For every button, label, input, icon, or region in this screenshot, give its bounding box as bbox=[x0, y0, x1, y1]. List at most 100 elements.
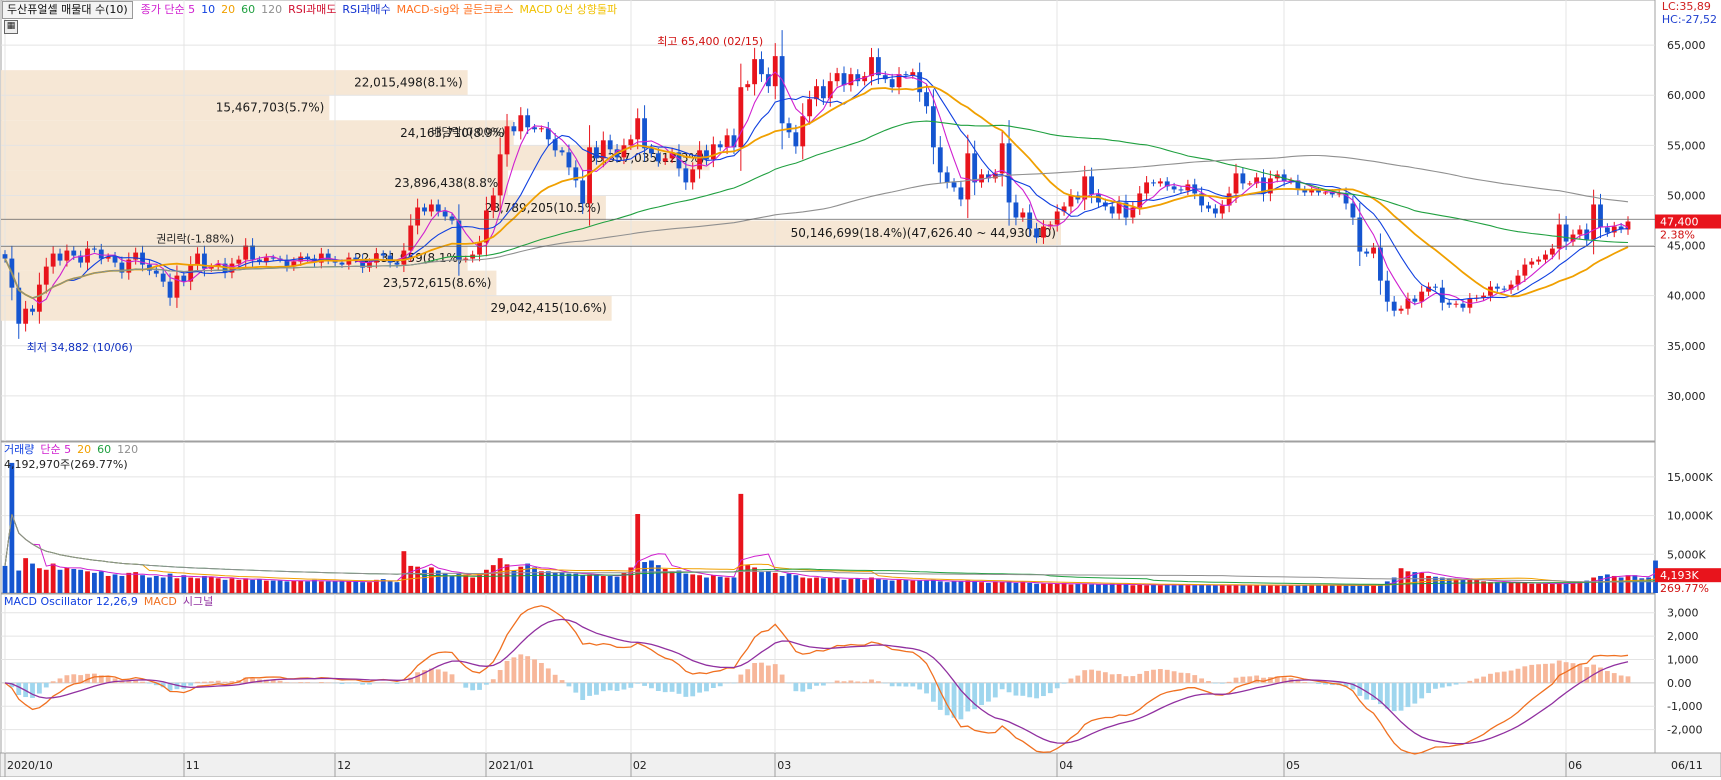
volume-ma60[interactable]: 60 bbox=[97, 442, 111, 458]
volume-bar bbox=[216, 578, 221, 593]
price-tick-label: 30,000 bbox=[1667, 390, 1706, 403]
macd-tick-label: -1,000 bbox=[1667, 700, 1702, 713]
candle-body bbox=[745, 84, 750, 87]
candle-body bbox=[30, 309, 35, 312]
volume-bar bbox=[312, 580, 317, 593]
volume-bar bbox=[704, 578, 709, 593]
volume-bar bbox=[1048, 584, 1053, 593]
volume-bar bbox=[1495, 582, 1500, 593]
candle-body bbox=[71, 251, 76, 256]
macd-oscillator-bar bbox=[71, 674, 76, 683]
legend-ma120[interactable]: 120 bbox=[261, 2, 282, 18]
volume-bar bbox=[1502, 582, 1507, 593]
volume-bar bbox=[573, 574, 578, 593]
candle-body bbox=[539, 128, 544, 129]
macd-oscillator-bar bbox=[360, 683, 365, 685]
price-tick-label: 40,000 bbox=[1667, 290, 1706, 303]
candle-body bbox=[491, 195, 496, 210]
volume-ma5[interactable]: 단순 5 bbox=[40, 442, 71, 458]
volume-bar bbox=[670, 571, 675, 593]
ex-dividend-annotation: 배당락(0.00%) bbox=[431, 125, 505, 138]
candle-body bbox=[1385, 281, 1390, 302]
macd-oscillator-bar bbox=[1502, 672, 1507, 683]
volume-bar bbox=[1557, 583, 1562, 593]
macd-oscillator-bar bbox=[1096, 671, 1101, 683]
legend-macd-zero[interactable]: MACD 0선 상향돌파 bbox=[520, 2, 618, 18]
volume-ma120[interactable]: 120 bbox=[117, 442, 138, 458]
macd-oscillator-bar bbox=[1110, 674, 1115, 683]
volume-bar bbox=[1227, 585, 1232, 593]
macd-oscillator-bar bbox=[917, 683, 922, 690]
macd-oscillator-bar bbox=[1227, 682, 1232, 683]
candle-body bbox=[1055, 211, 1060, 224]
volume-bar bbox=[230, 578, 235, 593]
macd-oscillator-bar bbox=[1089, 670, 1094, 683]
legend-rsi-buy[interactable]: RSI과매수 bbox=[342, 2, 390, 18]
legend-ma60[interactable]: 60 bbox=[241, 2, 255, 18]
macd-oscillator-bar bbox=[1495, 672, 1500, 683]
volume-ma20[interactable]: 20 bbox=[77, 442, 91, 458]
volume-bar bbox=[333, 581, 338, 593]
legend-ma10[interactable]: 10 bbox=[201, 2, 215, 18]
volume-bar bbox=[1289, 585, 1294, 593]
volume-bar bbox=[415, 567, 420, 593]
candle-body bbox=[738, 87, 743, 147]
macd-oscillator-bar bbox=[663, 683, 668, 692]
volume-bar bbox=[1124, 584, 1129, 593]
chart-title[interactable]: 두산퓨얼셀 매물대 수(10) bbox=[2, 1, 133, 19]
candle-body bbox=[456, 221, 461, 260]
candle-body bbox=[649, 148, 654, 153]
volume-current-label: 4,193K bbox=[1660, 569, 1699, 582]
legend-macd-sig[interactable]: MACD-sig와 골든크로스 bbox=[397, 2, 514, 18]
candle-body bbox=[1605, 228, 1610, 233]
macd-oscillator-bar bbox=[1488, 674, 1493, 683]
macd-oscillator-bar bbox=[759, 663, 764, 683]
legend-rsi-sell[interactable]: RSI과매도 bbox=[288, 2, 336, 18]
volume-bar bbox=[862, 580, 867, 593]
candle-body bbox=[181, 276, 186, 282]
macd-oscillator-bar bbox=[567, 683, 572, 687]
grid-toggle-icon[interactable]: ▦ bbox=[4, 20, 18, 34]
candle-body bbox=[381, 254, 386, 256]
candle-body bbox=[1220, 205, 1225, 213]
volume-bar bbox=[1000, 582, 1005, 593]
candle-body bbox=[711, 144, 716, 159]
volume-bar bbox=[738, 494, 743, 593]
candle-body bbox=[484, 210, 489, 242]
macd-oscillator-bar bbox=[58, 678, 63, 682]
legend-ma5[interactable]: 종가 단순 5 bbox=[141, 2, 195, 18]
volume-bar bbox=[133, 572, 138, 593]
candle-body bbox=[477, 243, 482, 255]
candle-body bbox=[628, 139, 633, 145]
volume-bar bbox=[931, 580, 936, 593]
price-tick-label: 55,000 bbox=[1667, 139, 1706, 152]
candle-body bbox=[3, 254, 8, 258]
volume-bar bbox=[1344, 585, 1349, 593]
volume-bar bbox=[1371, 585, 1376, 593]
volume-bar bbox=[1330, 585, 1335, 593]
macd-oscillator-bar bbox=[450, 674, 455, 683]
macd-oscillator-bar bbox=[1213, 683, 1218, 684]
macd-oscillator-bar bbox=[1185, 673, 1190, 683]
x-axis-strip bbox=[0, 753, 1721, 777]
macd-oscillator-bar bbox=[642, 683, 647, 686]
macd-oscillator-bar bbox=[484, 683, 489, 685]
candle-body bbox=[690, 169, 695, 182]
volume-bar bbox=[1632, 575, 1637, 593]
volume-bar bbox=[429, 567, 434, 593]
candle-body bbox=[505, 126, 510, 154]
macd-oscillator-bar bbox=[546, 668, 551, 682]
macd-label[interactable]: MACD bbox=[144, 594, 177, 610]
volume-bar bbox=[938, 581, 943, 593]
legend-ma20[interactable]: 20 bbox=[221, 2, 235, 18]
volume-label[interactable]: 거래량 bbox=[4, 442, 34, 458]
macd-osc-label[interactable]: MACD Oscillator 12,26,9 bbox=[4, 594, 138, 610]
signal-label[interactable]: 시그널 bbox=[183, 594, 213, 610]
macd-oscillator-bar bbox=[745, 669, 750, 683]
macd-oscillator-bar bbox=[1014, 683, 1019, 696]
macd-oscillator-bar bbox=[1055, 683, 1060, 688]
volume-bar bbox=[1364, 585, 1369, 593]
volume-bar bbox=[1234, 584, 1239, 593]
